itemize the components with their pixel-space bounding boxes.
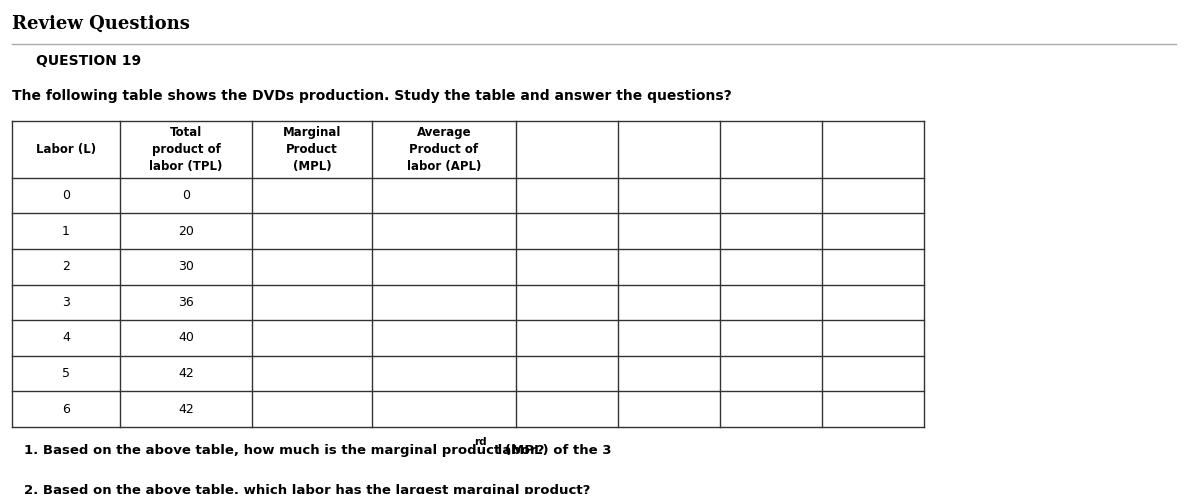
Text: 0: 0 [182,189,190,202]
Text: Marginal
Product
(MPL): Marginal Product (MPL) [283,126,341,173]
Text: 4: 4 [62,331,70,344]
Text: The following table shows the DVDs production. Study the table and answer the qu: The following table shows the DVDs produ… [12,89,732,103]
Text: 6: 6 [62,403,70,415]
Text: 1: 1 [62,225,70,238]
Text: 5: 5 [62,367,70,380]
Text: 1. Based on the above table, how much is the marginal product (MPL) of the 3: 1. Based on the above table, how much is… [24,444,612,457]
Text: 0: 0 [62,189,70,202]
Text: 20: 20 [178,225,194,238]
Text: QUESTION 19: QUESTION 19 [36,54,142,68]
Text: 36: 36 [178,296,194,309]
Text: Review Questions: Review Questions [12,15,190,33]
Text: Total
product of
labor (TPL): Total product of labor (TPL) [149,126,223,173]
Text: 2. Based on the above table, which labor has the largest marginal product?: 2. Based on the above table, which labor… [24,484,590,494]
Text: Average
Product of
labor (APL): Average Product of labor (APL) [407,126,481,173]
Text: 3: 3 [62,296,70,309]
Text: 42: 42 [178,403,194,415]
Text: Labor (L): Labor (L) [36,143,96,156]
Text: 30: 30 [178,260,194,273]
Text: 42: 42 [178,367,194,380]
Text: rd: rd [474,437,487,447]
Text: 2: 2 [62,260,70,273]
Text: labor?: labor? [493,444,545,457]
Text: 40: 40 [178,331,194,344]
